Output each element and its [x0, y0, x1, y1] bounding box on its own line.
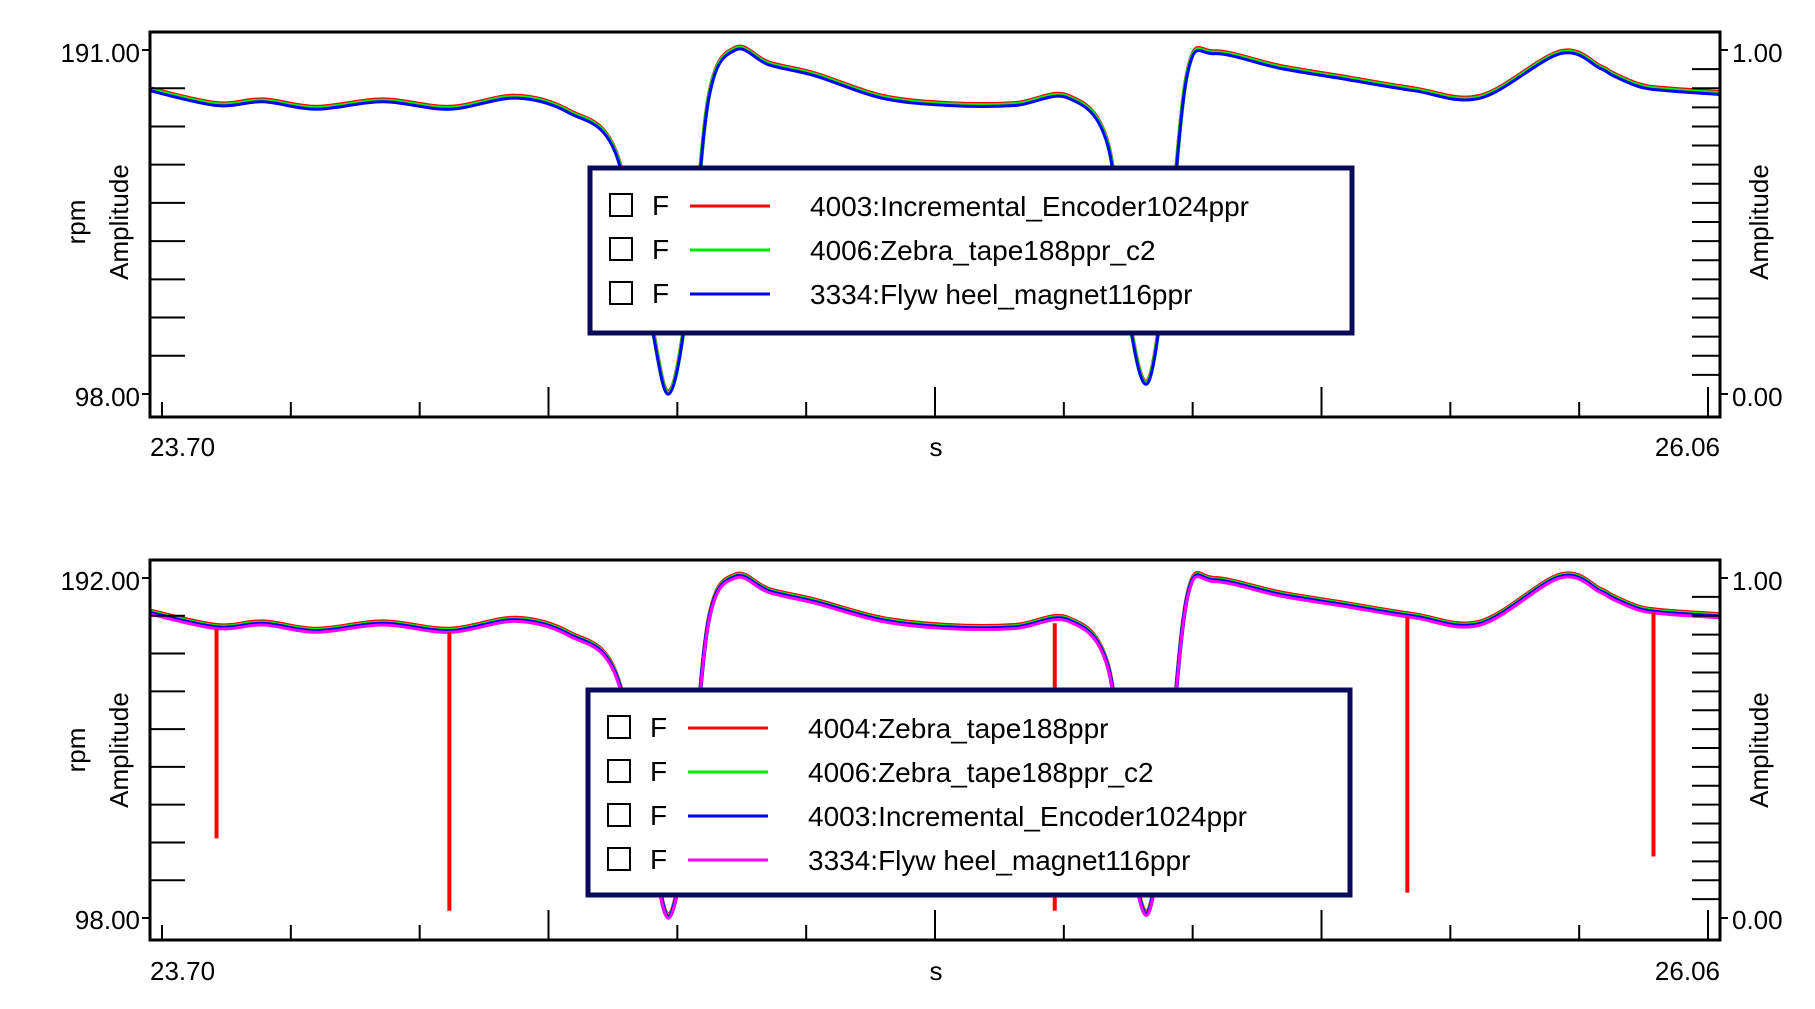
y-axis-unit-bottom: rpm [61, 728, 91, 773]
y-right-tick-label-top-max: 1.00 [1732, 38, 1783, 68]
legend-label: 4004:Zebra_tape188ppr [808, 713, 1108, 744]
y-axis-title-top: Amplitude [104, 164, 134, 280]
legend-checkbox[interactable] [607, 847, 631, 871]
y-axis-title-bottom: Amplitude [104, 692, 134, 808]
x-axis-title-bottom: s [930, 956, 943, 986]
x-axis-title-top: s [930, 432, 943, 462]
legend-checkbox[interactable] [609, 281, 633, 305]
y-axis-unit-top: rpm [61, 200, 91, 245]
legend-checkbox[interactable] [607, 803, 631, 827]
legend-label: 4006:Zebra_tape188ppr_c2 [808, 757, 1154, 788]
legend-flag: F [652, 234, 669, 265]
left-axis-ticks [142, 577, 185, 919]
y-right-tick-label-bottom-max: 1.00 [1732, 566, 1783, 596]
y-tick-label-bottom-max: 192.00 [60, 566, 140, 596]
y-tick-label-top-max: 191.00 [60, 38, 140, 68]
legend-flag: F [650, 756, 667, 787]
x-tick-label-top-end: 26.06 [1655, 432, 1720, 462]
bottom-axis-ticks [161, 387, 1709, 417]
legend-checkbox[interactable] [607, 759, 631, 783]
legend-flag: F [652, 190, 669, 221]
y-right-axis-title-bottom: Amplitude [1744, 692, 1774, 808]
chart-panel-top: 191.00 98.00 1.00 0.00 23.70 26.06 s rpm… [60, 30, 1783, 462]
y-right-tick-label-top-min: 0.00 [1732, 382, 1783, 412]
legend: F 4004:Zebra_tape188ppr F 4006:Zebra_tape18… [585, 687, 1353, 898]
legend-flag: F [650, 800, 667, 831]
bottom-axis-ticks [161, 910, 1709, 940]
legend-label: 4006:Zebra_tape188ppr_c2 [810, 235, 1156, 266]
x-tick-label-bottom-end: 26.06 [1655, 956, 1720, 986]
x-tick-label-top-start: 23.70 [150, 432, 215, 462]
legend-checkbox[interactable] [607, 715, 631, 739]
left-axis-ticks [142, 49, 185, 395]
legend-label: 3334:Flyw heel_magnet116ppr [808, 845, 1190, 876]
chart-panel-bottom: 192.00 98.00 1.00 0.00 23.70 26.06 s rpm… [60, 558, 1783, 986]
legend: F 4003:Incremental_Encoder1024ppr F 4006:Ze… [587, 165, 1355, 336]
legend-checkbox[interactable] [609, 237, 633, 261]
legend-flag: F [650, 844, 667, 875]
right-axis-ticks [1692, 577, 1728, 919]
legend-label: 3334:Flyw heel_magnet116ppr [810, 279, 1192, 310]
legend-label: 4003:Incremental_Encoder1024ppr [810, 191, 1249, 222]
y-right-axis-title-top: Amplitude [1744, 164, 1774, 280]
legend-flag: F [652, 278, 669, 309]
y-tick-label-bottom-min: 98.00 [75, 905, 140, 935]
series-traces [149, 44, 1721, 396]
legend-flag: F [650, 712, 667, 743]
y-right-tick-label-bottom-min: 0.00 [1732, 905, 1783, 935]
series-line-4 [149, 575, 1721, 920]
right-axis-ticks [1692, 49, 1728, 395]
legend-checkbox[interactable] [609, 193, 633, 217]
x-tick-label-bottom-start: 23.70 [150, 956, 215, 986]
legend-label: 4003:Incremental_Encoder1024ppr [808, 801, 1247, 832]
y-tick-label-top-min: 98.00 [75, 382, 140, 412]
series-line-3 [149, 47, 1721, 396]
